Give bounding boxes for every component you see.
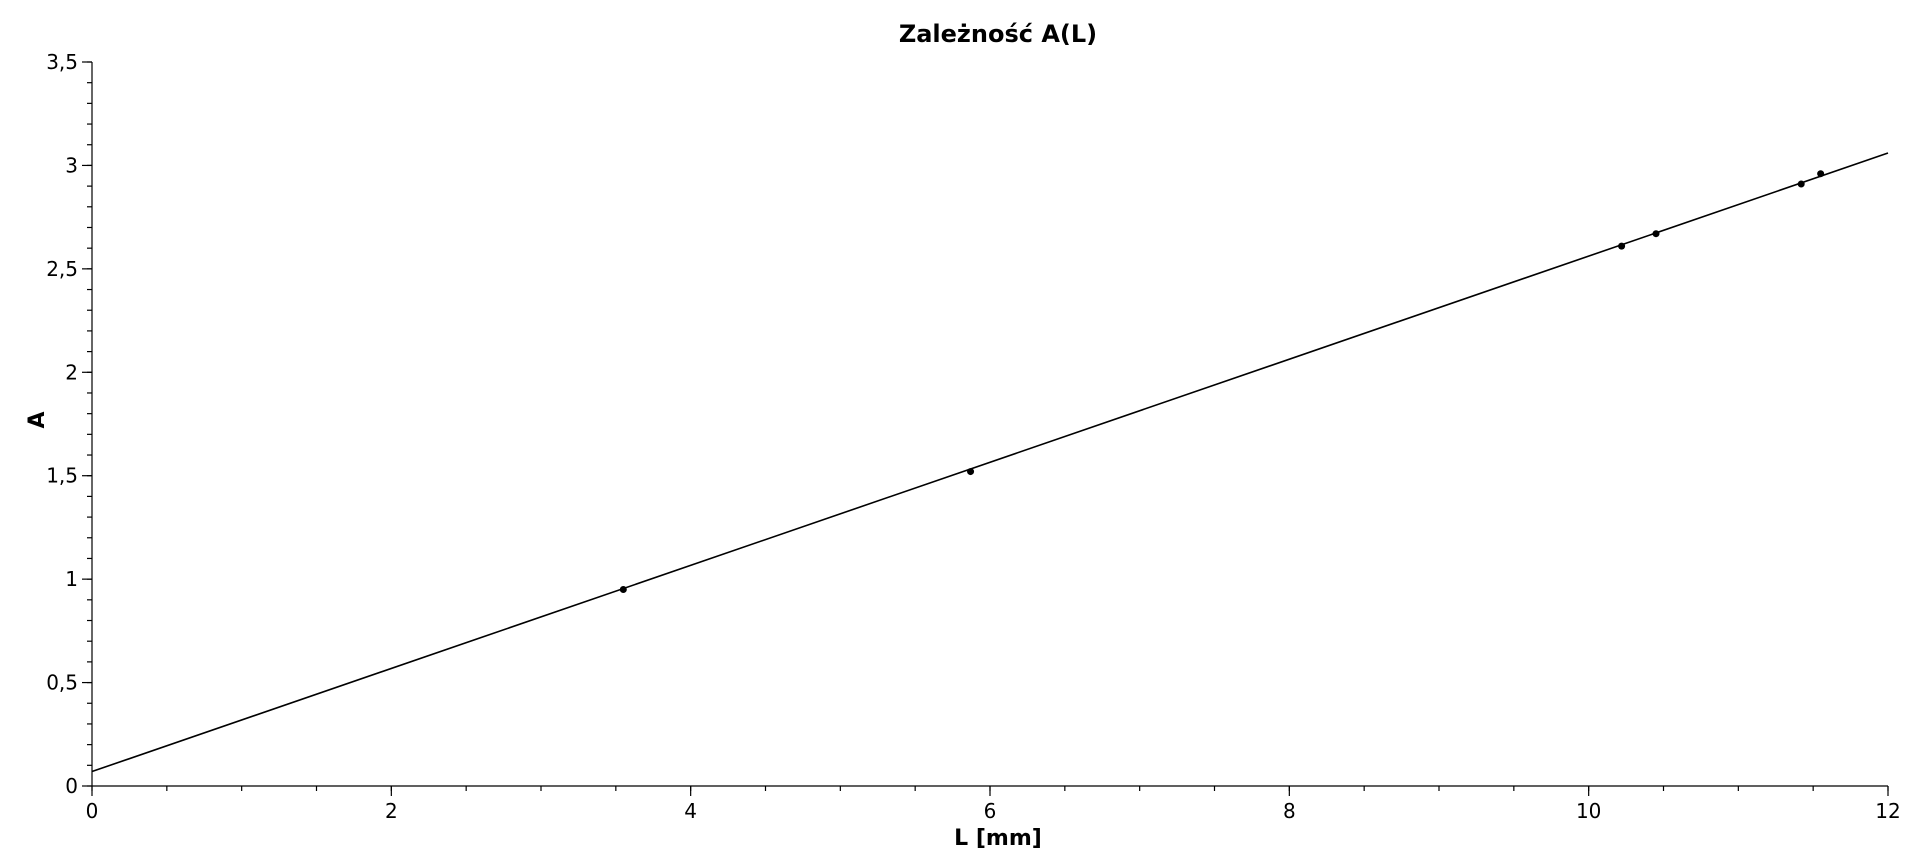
x-tick-label: 6 xyxy=(984,799,997,823)
x-tick-label: 12 xyxy=(1875,799,1900,823)
y-tick-label: 2,5 xyxy=(46,257,78,281)
x-tick-label: 10 xyxy=(1576,799,1601,823)
data-point xyxy=(619,585,627,593)
x-tick-label: 2 xyxy=(385,799,398,823)
y-tick-label: 3,5 xyxy=(46,50,78,74)
data-point xyxy=(1817,170,1825,178)
y-axis-label: A xyxy=(25,411,50,428)
data-point xyxy=(1652,230,1660,238)
data-point xyxy=(967,468,975,476)
y-tick-label: 0,5 xyxy=(46,671,78,695)
fit-line-group xyxy=(91,152,1889,773)
data-points xyxy=(619,170,1825,593)
y-tick-label: 3 xyxy=(65,153,78,177)
x-tick-label: 4 xyxy=(684,799,697,823)
y-tick-label: 2 xyxy=(65,360,78,384)
x-tick-label: 8 xyxy=(1283,799,1296,823)
y-tick-label: 1 xyxy=(65,567,78,591)
x-axis-label: L [mm] xyxy=(954,826,1042,851)
data-point xyxy=(1618,242,1626,250)
y-tick-label: 0 xyxy=(65,774,78,798)
data-point xyxy=(1797,180,1805,188)
chart-title: Zależność A(L) xyxy=(899,20,1097,48)
axes: 0 2 4 6 8 10 12 0 0,5 1 1,5 2 2,5 3 3,5 xyxy=(46,50,1901,823)
x-tick-label: 0 xyxy=(86,799,99,823)
fit-line xyxy=(91,152,1889,773)
y-tick-label: 1,5 xyxy=(46,464,78,488)
